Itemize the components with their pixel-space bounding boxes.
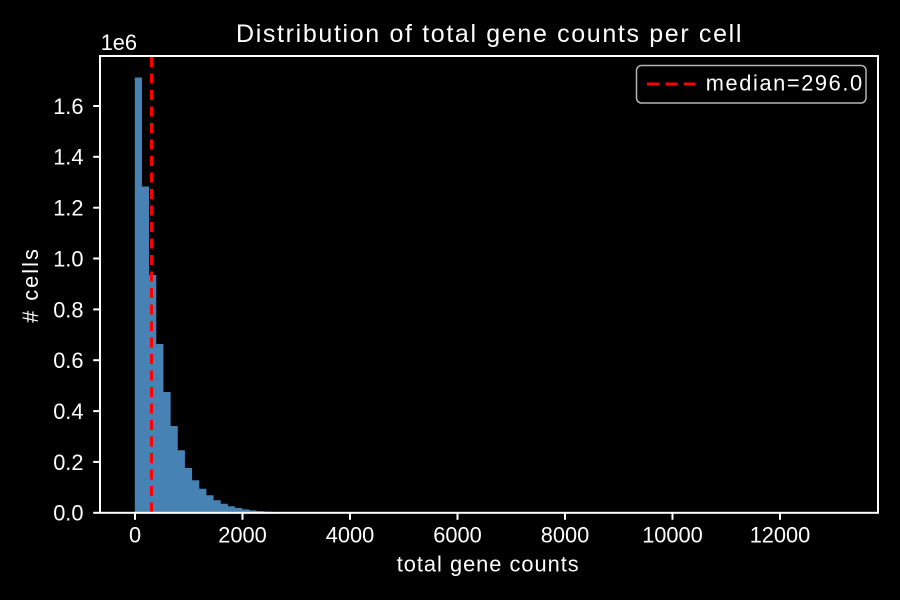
svg-text:0.2: 0.2 [53, 450, 83, 475]
svg-text:1.0: 1.0 [53, 246, 83, 271]
svg-text:0.8: 0.8 [53, 297, 83, 322]
svg-text:total gene counts: total gene counts [397, 552, 580, 577]
svg-text:Distribution of total gene cou: Distribution of total gene counts per ce… [236, 20, 743, 48]
svg-text:0.6: 0.6 [53, 348, 83, 373]
svg-text:1e6: 1e6 [101, 30, 137, 55]
svg-text:0: 0 [129, 523, 141, 548]
svg-text:# cells: # cells [18, 247, 43, 323]
svg-text:6000: 6000 [433, 523, 482, 548]
svg-text:median=296.0: median=296.0 [706, 71, 864, 96]
svg-text:1.2: 1.2 [53, 196, 83, 221]
svg-text:8000: 8000 [541, 523, 590, 548]
svg-text:0.0: 0.0 [53, 501, 83, 526]
svg-text:1.4: 1.4 [53, 145, 83, 170]
svg-text:1.6: 1.6 [53, 94, 83, 119]
svg-text:4000: 4000 [326, 523, 375, 548]
svg-text:0.4: 0.4 [53, 399, 83, 424]
svg-text:10000: 10000 [642, 523, 703, 548]
svg-text:2000: 2000 [218, 523, 267, 548]
svg-text:12000: 12000 [750, 523, 811, 548]
